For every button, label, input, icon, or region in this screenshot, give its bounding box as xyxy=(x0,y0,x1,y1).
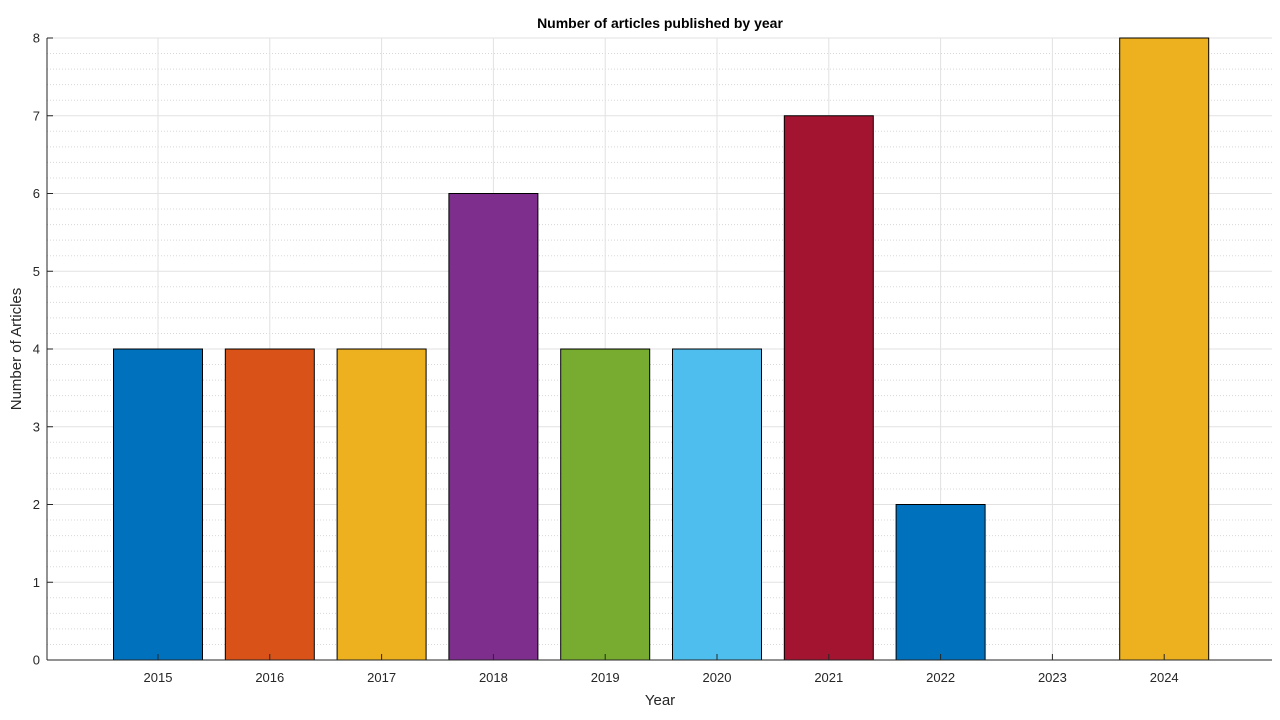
x-tick-label: 2015 xyxy=(144,670,173,685)
y-tick-label: 8 xyxy=(33,31,40,46)
x-tick-label: 2023 xyxy=(1038,670,1067,685)
bar-2022 xyxy=(895,504,986,661)
bar-2015 xyxy=(113,348,203,661)
bar-2019 xyxy=(560,348,651,661)
y-tick-label: 4 xyxy=(33,342,40,357)
y-tick-label: 7 xyxy=(33,108,40,123)
y-axis-label: Number of Articles xyxy=(8,288,25,411)
y-tick-label: 0 xyxy=(33,653,40,668)
y-tick-label: 3 xyxy=(33,419,40,434)
x-tick-label: 2022 xyxy=(926,670,955,685)
bar-2016 xyxy=(224,348,315,661)
x-tick-label: 2017 xyxy=(367,670,396,685)
y-tick-label: 2 xyxy=(33,497,40,512)
x-tick-label: 2020 xyxy=(703,670,732,685)
bar-2017 xyxy=(336,348,427,661)
x-tick-label: 2019 xyxy=(591,670,620,685)
bars xyxy=(113,37,1210,661)
bar-2020 xyxy=(672,348,762,661)
bar-2024 xyxy=(1119,37,1210,661)
x-tick-label: 2021 xyxy=(814,670,843,685)
x-tick-label: 2018 xyxy=(479,670,508,685)
bar-2021 xyxy=(783,115,874,661)
y-tick-labels: 0 1 2 3 4 5 6 7 8 xyxy=(33,31,40,668)
x-tick-label: 2016 xyxy=(255,670,284,685)
y-tick-label: 6 xyxy=(33,186,40,201)
chart-title: Number of articles published by year xyxy=(537,15,783,31)
y-tick-label: 1 xyxy=(33,575,40,590)
y-tick-label: 5 xyxy=(33,264,40,279)
x-tick-labels: 2015 2016 2017 2018 2019 2020 2021 2022 2023 2024 xyxy=(144,670,1179,685)
x-axis-label: Year xyxy=(645,692,675,709)
bar-2018 xyxy=(448,193,539,661)
axes xyxy=(46,37,1272,661)
x-tick-label: 2024 xyxy=(1150,670,1179,685)
